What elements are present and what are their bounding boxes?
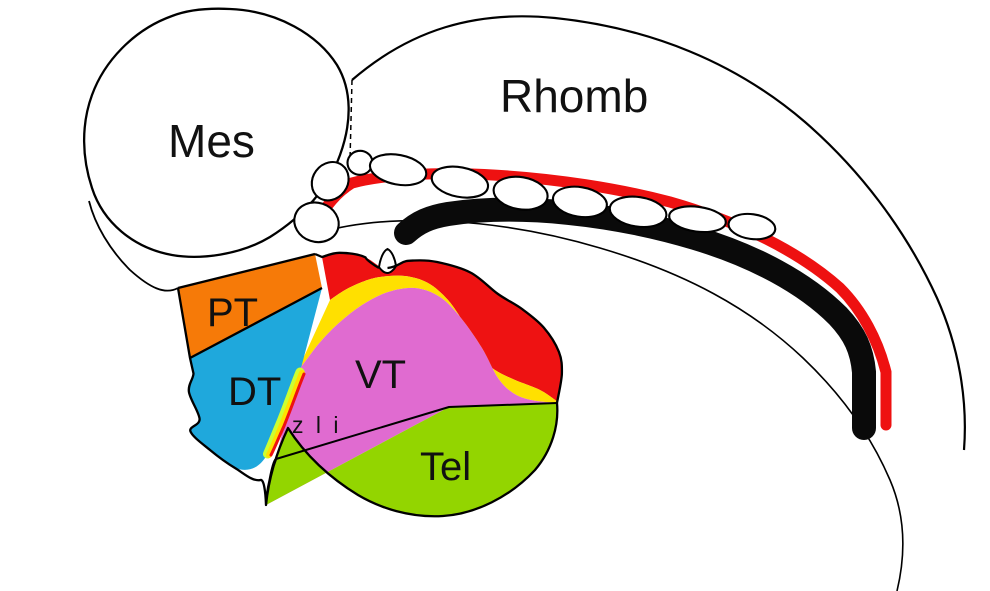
svg-text:VT: VT	[355, 353, 406, 397]
svg-text:Rhomb: Rhomb	[500, 70, 648, 122]
svg-text:PT: PT	[207, 291, 258, 335]
svg-text:DT: DT	[228, 370, 281, 414]
svg-text:Tel: Tel	[420, 445, 471, 489]
svg-text:z l i: z l i	[292, 412, 342, 438]
svg-text:Mes: Mes	[168, 115, 255, 167]
